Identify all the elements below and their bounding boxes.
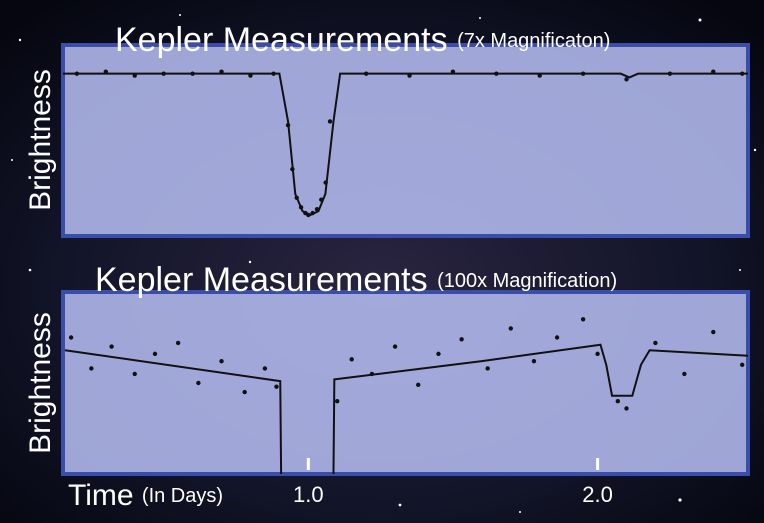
panel-frame bbox=[61, 43, 750, 238]
data-point bbox=[416, 382, 421, 388]
data-point bbox=[319, 197, 324, 202]
title: Kepler Measurements bbox=[115, 21, 448, 59]
data-point bbox=[624, 406, 629, 411]
data-point bbox=[161, 71, 166, 76]
subtitle: (7x Magnificaton) bbox=[457, 30, 610, 52]
data-point bbox=[459, 337, 464, 342]
data-point bbox=[392, 344, 398, 349]
data-point bbox=[294, 195, 299, 200]
data-point bbox=[436, 351, 441, 357]
data-point bbox=[369, 371, 375, 377]
data-point bbox=[450, 69, 456, 74]
data-point bbox=[271, 71, 276, 76]
panel-title: Kepler Measurements (7x Magnificaton) bbox=[115, 21, 610, 59]
data-point bbox=[682, 371, 687, 377]
data-point bbox=[667, 71, 673, 76]
data-point bbox=[242, 389, 247, 395]
data-point bbox=[327, 119, 333, 124]
data-point bbox=[298, 205, 304, 210]
x-label: Time bbox=[68, 479, 134, 512]
data-point bbox=[74, 71, 80, 76]
data-point bbox=[314, 207, 320, 212]
data-point bbox=[615, 399, 621, 404]
data-point bbox=[740, 362, 745, 367]
data-point bbox=[103, 69, 109, 74]
data-point bbox=[175, 340, 181, 346]
data-point bbox=[537, 73, 542, 78]
x-axis-label: Time (In Days) bbox=[68, 479, 223, 512]
data-point bbox=[310, 210, 315, 216]
data-point bbox=[132, 371, 137, 377]
data-point bbox=[219, 69, 224, 74]
data-point bbox=[508, 326, 513, 331]
y-axis-label: Brightness bbox=[24, 312, 57, 454]
data-point bbox=[711, 69, 716, 74]
data-point bbox=[624, 77, 629, 82]
x-label-note: (In Days) bbox=[142, 485, 223, 507]
title: Kepler Measurements bbox=[95, 261, 428, 299]
data-point bbox=[335, 399, 340, 404]
panel-frame bbox=[61, 290, 750, 476]
model-line bbox=[64, 343, 749, 475]
data-point bbox=[219, 358, 224, 364]
data-point bbox=[711, 329, 716, 335]
panel-title: Kepler Measurements (100x Magnification) bbox=[95, 261, 617, 299]
data-point bbox=[285, 123, 291, 128]
data-point bbox=[349, 357, 354, 362]
data-point bbox=[290, 166, 295, 172]
data-point bbox=[68, 335, 74, 340]
subtitle: (100x Magnification) bbox=[437, 270, 617, 292]
data-point bbox=[554, 335, 560, 340]
data-point bbox=[152, 351, 158, 357]
data-point bbox=[595, 351, 600, 357]
data-point bbox=[89, 366, 94, 371]
x-tick-label: 2.0 bbox=[582, 482, 613, 507]
stars bbox=[11, 14, 757, 513]
data-point bbox=[323, 180, 328, 185]
data-point bbox=[262, 366, 268, 371]
data-point bbox=[306, 212, 311, 218]
data-point bbox=[653, 340, 658, 346]
model-line bbox=[63, 72, 748, 217]
data-point bbox=[740, 71, 745, 76]
data-point bbox=[407, 73, 412, 78]
data-point bbox=[274, 384, 279, 389]
data-point bbox=[363, 71, 369, 76]
data-point bbox=[580, 71, 586, 76]
data-point bbox=[248, 73, 253, 78]
data-point bbox=[494, 71, 499, 76]
data-point bbox=[190, 71, 195, 76]
data-point bbox=[109, 344, 114, 349]
data-point bbox=[580, 317, 586, 322]
x-tick-label: 1.0 bbox=[293, 482, 324, 507]
y-axis-label: Brightness bbox=[24, 69, 57, 211]
data-point bbox=[132, 73, 137, 78]
data-point bbox=[485, 366, 490, 371]
data-point bbox=[196, 380, 201, 386]
data-point bbox=[531, 358, 537, 364]
